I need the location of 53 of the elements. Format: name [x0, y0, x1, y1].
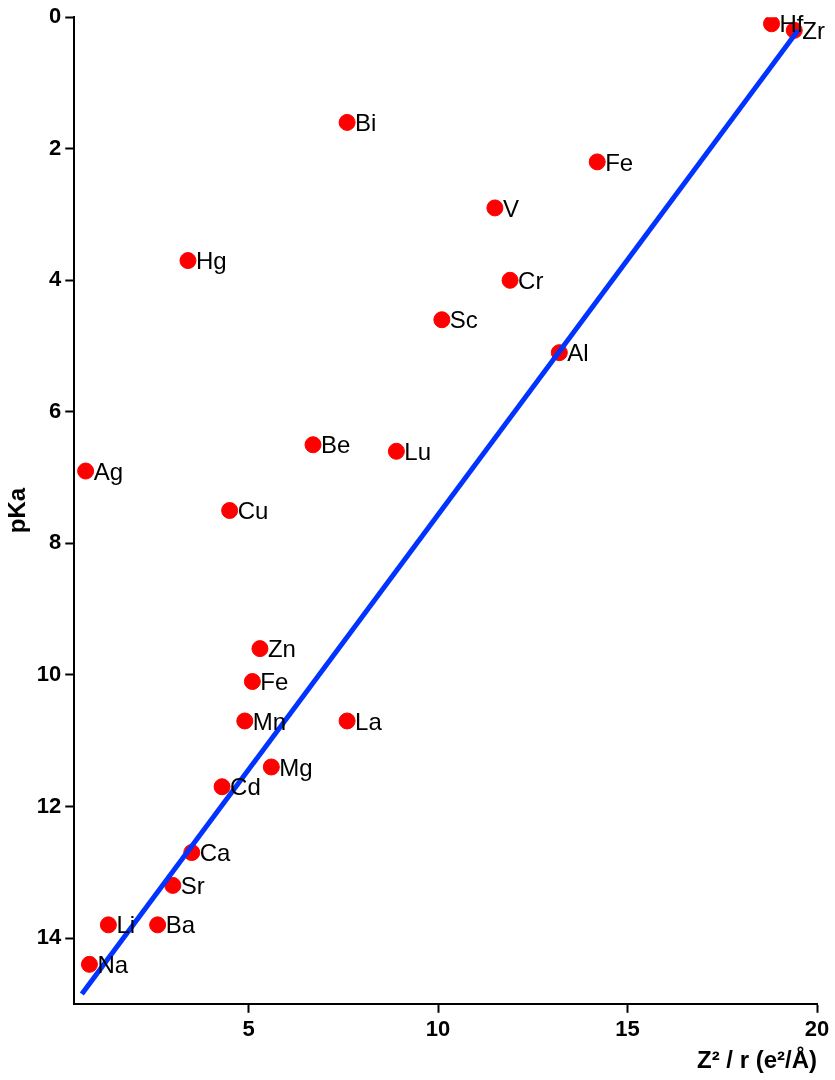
- point: [486, 199, 504, 217]
- annotation: Cr: [518, 266, 544, 294]
- annotation: V: [502, 194, 519, 222]
- y-tick-label: 4: [49, 266, 63, 292]
- point: [304, 436, 322, 454]
- point: [763, 17, 781, 33]
- x-tick-label: 20: [804, 1016, 830, 1042]
- annotation: Ca: [199, 839, 232, 867]
- point: [164, 876, 182, 894]
- point: [387, 442, 405, 460]
- annotation: La: [355, 707, 383, 735]
- point: [251, 640, 269, 658]
- annotation: Sc: [449, 306, 478, 334]
- annotation: Be: [321, 431, 351, 459]
- point: [243, 673, 261, 691]
- y-tick-label: 10: [36, 661, 62, 686]
- point: [221, 502, 239, 519]
- annotation: Ag: [93, 457, 123, 485]
- x-tick-label: 10: [425, 1016, 451, 1042]
- point: [433, 311, 451, 329]
- annotation: Al: [567, 339, 589, 367]
- y-tick-label: 8: [49, 529, 62, 555]
- annotation: Zn: [267, 635, 296, 663]
- annotation: Sr: [180, 872, 205, 900]
- point: [262, 758, 280, 776]
- x-tick-label: 15: [615, 1016, 640, 1042]
- annotation: Bi: [355, 109, 377, 137]
- annotation: Hg: [195, 247, 227, 275]
- point: [179, 252, 197, 270]
- point: [80, 955, 98, 973]
- point: [77, 462, 95, 480]
- annotation: Lu: [404, 437, 432, 465]
- point: [588, 153, 606, 171]
- point: [501, 271, 519, 289]
- annotation: Cu: [237, 497, 269, 525]
- point: [236, 712, 254, 730]
- annotation: Ba: [165, 911, 196, 939]
- point: [99, 916, 117, 934]
- annotation: Mg: [279, 753, 313, 781]
- x-tick-label: 5: [242, 1016, 255, 1042]
- y-tick-label: 0: [49, 3, 62, 29]
- point: [338, 113, 356, 131]
- point: [338, 712, 356, 730]
- point: [149, 916, 167, 934]
- y-tick-label: 6: [49, 397, 62, 423]
- y-tick-label: 2: [49, 134, 62, 160]
- annotation: Fe: [605, 148, 634, 176]
- x-axis-title: Z² / r (e²/Å): [697, 1046, 817, 1074]
- annotation: Fe: [260, 668, 289, 696]
- y-tick-label: 14: [36, 924, 63, 950]
- y-axis-title: pKa: [3, 487, 31, 534]
- y-tick-label: 12: [36, 792, 62, 818]
- point: [213, 778, 231, 796]
